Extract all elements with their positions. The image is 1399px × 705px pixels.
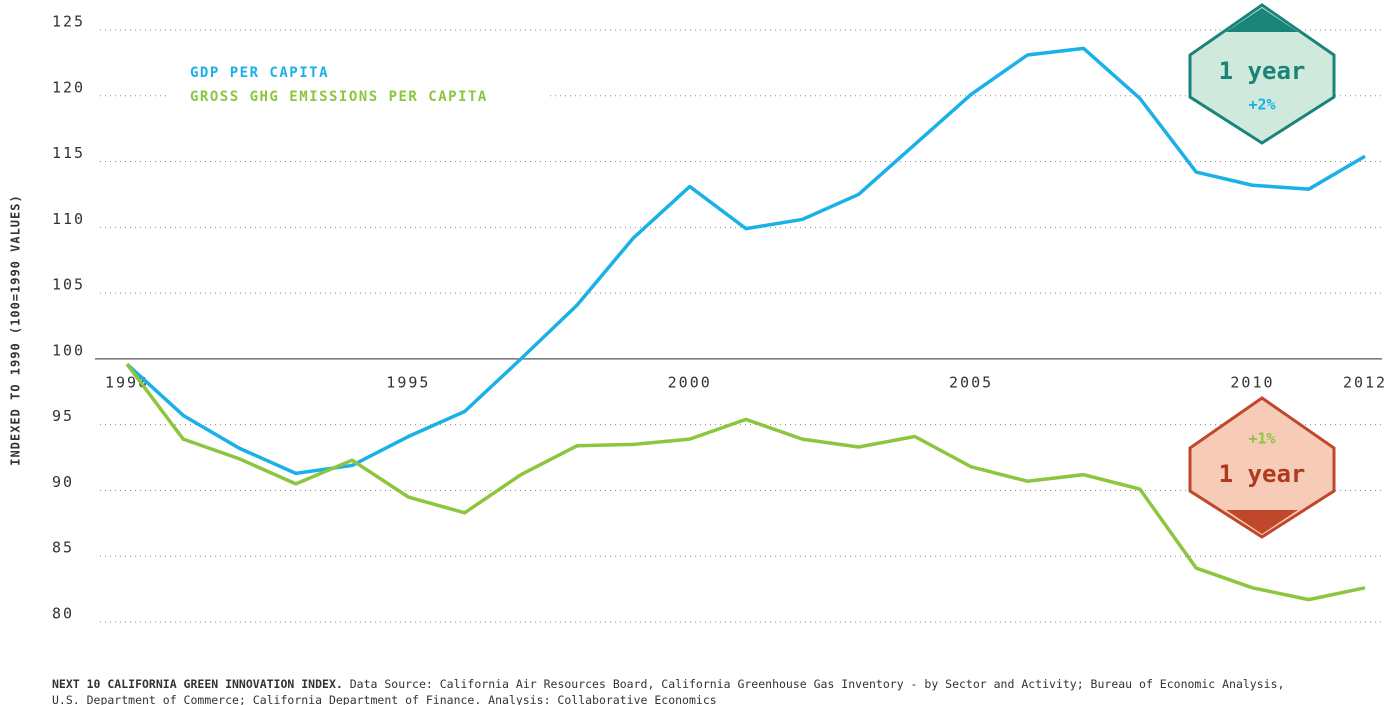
series-line bbox=[125, 46, 1366, 476]
badge-change: +2% bbox=[1248, 96, 1275, 114]
x-tick-label: 2005 bbox=[949, 373, 993, 391]
badge-cap bbox=[1226, 8, 1298, 32]
y-tick-label: 110 bbox=[52, 210, 85, 228]
x-tick-label: 2012 bbox=[1343, 373, 1387, 391]
x-tick-label: 1995 bbox=[386, 373, 430, 391]
x-tick-label: 2010 bbox=[1230, 373, 1274, 391]
badge: 1 year +2% bbox=[1188, 3, 1336, 145]
badge-period: 1 year bbox=[1219, 460, 1306, 488]
badge-shape bbox=[1188, 3, 1336, 145]
badge: 1 year +1% bbox=[1188, 396, 1336, 539]
y-tick-label: 85 bbox=[52, 539, 74, 557]
y-tick-label: 125 bbox=[52, 13, 85, 31]
badge-shape bbox=[1188, 396, 1336, 539]
note-line: NEXT 10 CALIFORNIA GREEN INNOVATION INDE… bbox=[52, 676, 1372, 692]
y-tick-label: 80 bbox=[52, 605, 74, 623]
legend-bg bbox=[170, 60, 550, 110]
y-tick-label: 95 bbox=[52, 407, 74, 425]
note-text: Data Source: California Air Resources Bo… bbox=[349, 677, 1285, 691]
badge-period: 1 year bbox=[1219, 57, 1306, 85]
note-line: U.S. Department of Commerce; California … bbox=[52, 693, 717, 705]
x-tick-label: 2000 bbox=[668, 373, 712, 391]
badge-cap bbox=[1226, 510, 1298, 534]
legend-entry: GROSS GHG EMISSIONS PER CAPITA bbox=[190, 89, 488, 105]
y-tick-label: 120 bbox=[52, 78, 85, 96]
source-note: NEXT 10 CALIFORNIA GREEN INNOVATION INDE… bbox=[52, 676, 1372, 705]
legend-entry: GDP PER CAPITA bbox=[190, 65, 329, 81]
y-tick-label: 100 bbox=[52, 341, 85, 359]
y-tick-label: 90 bbox=[52, 473, 74, 491]
y-tick-label: 105 bbox=[52, 276, 85, 294]
note-label: NEXT 10 CALIFORNIA GREEN INNOVATION INDE… bbox=[52, 677, 343, 691]
badge-change: +1% bbox=[1248, 430, 1275, 448]
y-tick-label: 115 bbox=[52, 144, 85, 162]
series-line bbox=[125, 363, 1366, 602]
y-axis-label: INDEXED TO 1990 (100=1990 VALUES) bbox=[9, 194, 23, 465]
chart: INDEXED TO 1990 (100=1990 VALUES) 80 85 90… bbox=[9, 3, 1387, 623]
